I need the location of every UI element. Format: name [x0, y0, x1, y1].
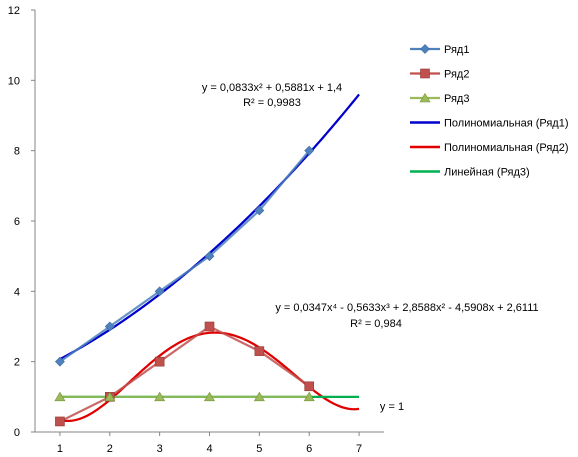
series3-point — [54, 391, 66, 402]
series1-point — [304, 145, 315, 156]
equation-series2: y = 0,0347x⁴ - 0,5633x³ + 2,8588x² - 4,5… — [275, 302, 538, 314]
axes — [34, 10, 384, 433]
series3-point — [104, 391, 116, 402]
r2-series2: R² = 0,984 — [350, 318, 402, 330]
r2-series1: R² = 0,9983 — [243, 97, 301, 109]
y-tick-label: 0 — [14, 427, 20, 439]
series1-point — [104, 321, 115, 332]
series-line-1 — [59, 149, 311, 363]
y-tick-label: 10 — [8, 75, 20, 87]
y-tick-label: 12 — [8, 5, 20, 17]
x-tick-label: 4 — [206, 443, 212, 455]
x-tick-label: 5 — [256, 443, 262, 455]
trendline-1 — [59, 93, 360, 361]
series3-point — [203, 391, 216, 402]
series3-point — [154, 391, 166, 402]
legend-label: Полиномиальная (Ряд1) — [444, 118, 569, 130]
y-tick-label: 4 — [14, 286, 20, 298]
series3-point — [253, 391, 265, 402]
y-tick-label: 8 — [14, 146, 20, 158]
series1-point — [254, 205, 265, 216]
x-tick-label: 2 — [107, 443, 113, 455]
series — [59, 149, 311, 423]
legend-swatch-marker — [419, 92, 431, 103]
x-tick-label: 7 — [356, 443, 362, 455]
series1-point — [204, 251, 215, 262]
series1-point — [55, 356, 65, 367]
legend-label: Полиномиальная (Ряд2) — [444, 142, 569, 154]
legend-label: Ряд1 — [444, 44, 469, 56]
equation-series3: y = 1 — [380, 401, 404, 413]
x-tick-label: 3 — [157, 443, 163, 455]
series2-point — [55, 416, 65, 427]
series2-point — [254, 346, 265, 356]
trendline-2 — [59, 331, 360, 422]
markers — [54, 145, 315, 427]
series-line-2 — [59, 325, 310, 423]
legend-label: Ряд2 — [444, 69, 469, 81]
equation-series1: y = 0,0833x² + 0,5881x + 1,4 — [202, 82, 342, 94]
y-tick-label: 2 — [14, 357, 20, 369]
annotations: y = 0,0833x² + 0,5881x + 1,4 R² = 0,9983… — [202, 82, 539, 413]
legend-label: Ряд3 — [444, 93, 469, 105]
legend-swatch-marker — [420, 68, 430, 79]
series1-point — [154, 286, 165, 297]
series3-point — [303, 391, 315, 402]
series2-point — [304, 381, 315, 392]
legend-swatch-marker — [420, 44, 430, 54]
x-tick-label: 6 — [306, 443, 312, 455]
legend: Ряд1 Ряд2 Ряд3 Полиномиальная (Ряд1) Полином… — [410, 44, 569, 179]
x-tick-label: 1 — [57, 443, 63, 455]
legend-label: Линейная (Ряд3) — [444, 167, 530, 179]
series2-point — [154, 356, 165, 367]
series2-point — [204, 321, 215, 332]
y-tick-label: 6 — [14, 216, 20, 228]
